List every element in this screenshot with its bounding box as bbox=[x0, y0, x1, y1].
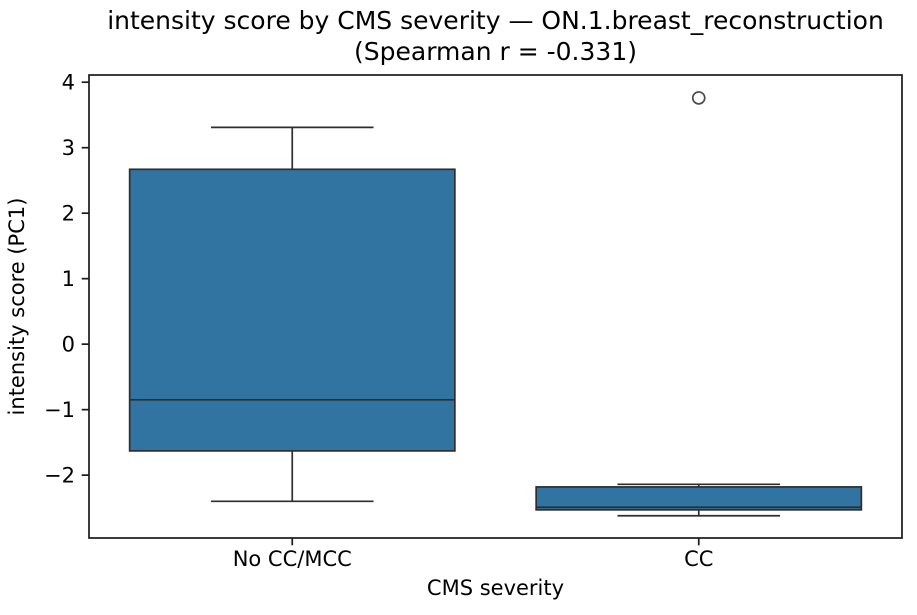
y-axis-label: intensity score (PC1) bbox=[5, 198, 29, 416]
y-tick-label: −1 bbox=[44, 398, 75, 422]
y-tick-label: −2 bbox=[44, 463, 75, 487]
x-tick-label: CC bbox=[684, 547, 713, 571]
plot-border bbox=[88, 74, 903, 539]
y-tick-label: 0 bbox=[62, 333, 75, 357]
box bbox=[128, 168, 456, 452]
y-tick-label: 4 bbox=[62, 71, 75, 95]
y-tick-label: 3 bbox=[62, 136, 75, 160]
chart-title-line1: intensity score by CMS severity — ON.1.b… bbox=[107, 6, 884, 35]
y-tick-label: 2 bbox=[62, 202, 75, 226]
chart-title: intensity score by CMS severity — ON.1.b… bbox=[89, 5, 902, 67]
y-tick-label: 1 bbox=[62, 267, 75, 291]
chart-title-line2: (Spearman r = -0.331) bbox=[354, 37, 637, 66]
box bbox=[535, 486, 863, 511]
outlier-point bbox=[691, 91, 706, 105]
x-tick-label: No CC/MCC bbox=[233, 547, 352, 571]
x-axis-label: CMS severity bbox=[427, 576, 564, 600]
